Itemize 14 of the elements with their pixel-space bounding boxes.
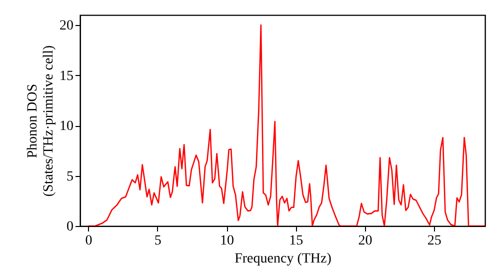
- y-axis-title: Phonon DOS (States/THz·primitive cell): [26, 45, 56, 197]
- x-axis-title: Frequency (THz): [234, 252, 332, 266]
- y-tick-label: 5: [66, 169, 74, 184]
- line-series: [88, 24, 485, 226]
- x-tick-label: 0: [85, 234, 92, 248]
- y-tick-label: 0: [66, 220, 74, 234]
- y-tick-label: 15: [60, 68, 74, 84]
- y-tick-label: 20: [60, 18, 74, 34]
- x-tick-label: 15: [289, 234, 304, 248]
- y-tick-label: 10: [60, 119, 74, 134]
- x-tick-label: 20: [358, 234, 372, 248]
- x-tick-label: 5: [154, 234, 162, 248]
- x-tick-label: 25: [427, 234, 442, 248]
- x-tick-label: 10: [220, 234, 234, 248]
